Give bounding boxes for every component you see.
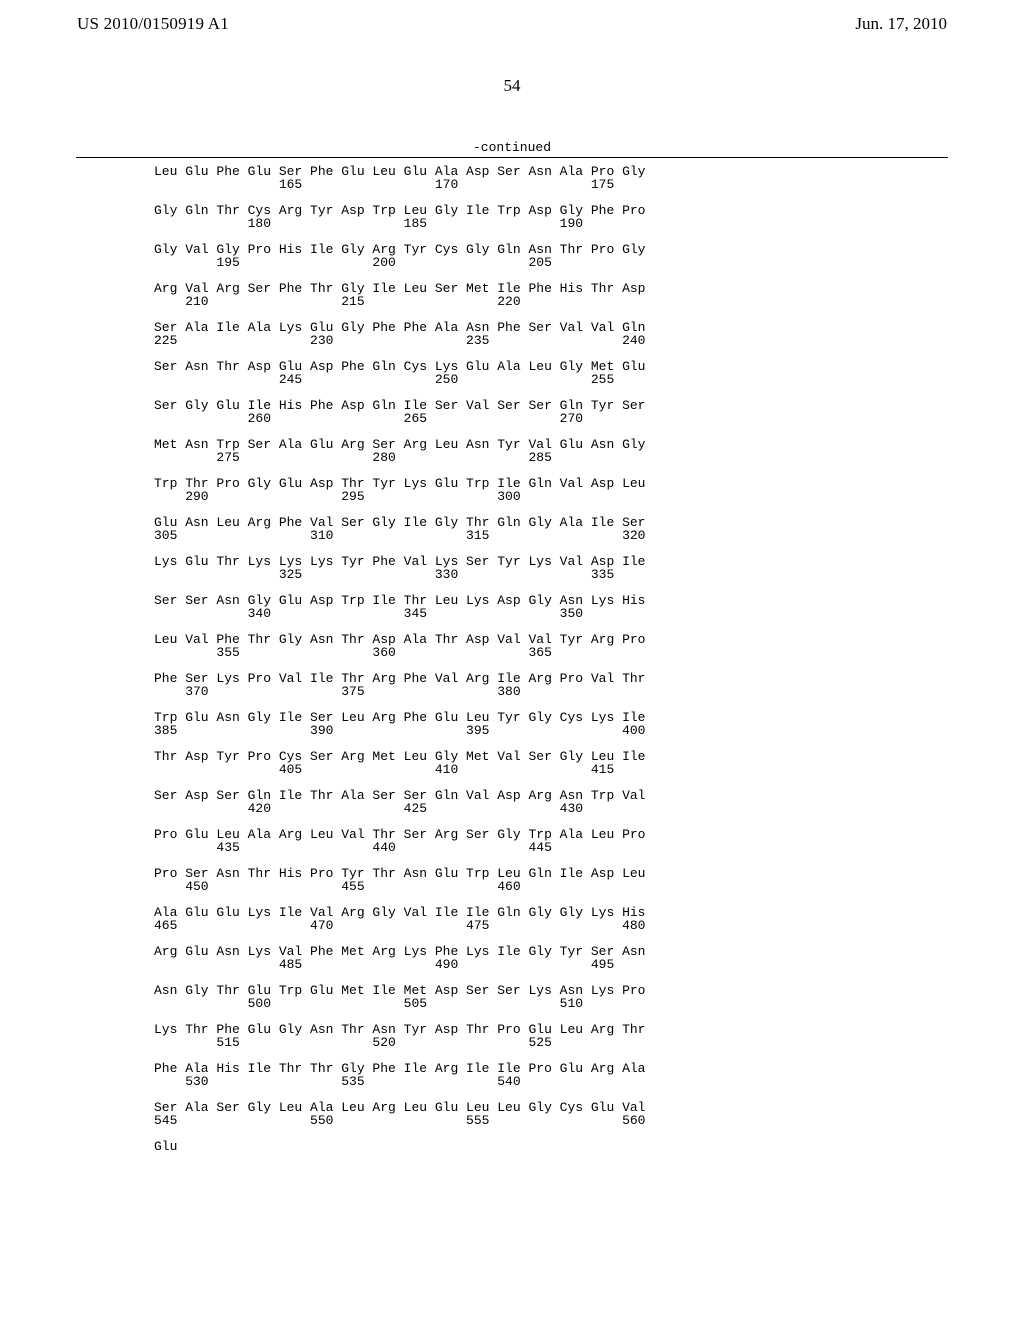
sequence-block: Arg Val Arg Ser Phe Thr Gly Ile Leu Ser … — [154, 282, 1024, 308]
sequence-block: Gly Val Gly Pro His Ile Gly Arg Tyr Cys … — [154, 243, 1024, 269]
sequence-block: Trp Thr Pro Gly Glu Asp Thr Tyr Lys Glu … — [154, 477, 1024, 503]
sequence-block: Arg Glu Asn Lys Val Phe Met Arg Lys Phe … — [154, 945, 1024, 971]
sequence-block: Lys Thr Phe Glu Gly Asn Thr Asn Tyr Asp … — [154, 1023, 1024, 1049]
sequence-block: Ser Ala Ser Gly Leu Ala Leu Arg Leu Glu … — [154, 1101, 1024, 1127]
sequence-block: Lys Glu Thr Lys Lys Lys Tyr Phe Val Lys … — [154, 555, 1024, 581]
sequence-block: Glu — [154, 1140, 1024, 1153]
sequence-block: Gly Gln Thr Cys Arg Tyr Asp Trp Leu Gly … — [154, 204, 1024, 230]
sequence-block: Ala Glu Glu Lys Ile Val Arg Gly Val Ile … — [154, 906, 1024, 932]
sequence-block: Pro Ser Asn Thr His Pro Tyr Thr Asn Glu … — [154, 867, 1024, 893]
sequence-block: Asn Gly Thr Glu Trp Glu Met Ile Met Asp … — [154, 984, 1024, 1010]
sequence-block: Pro Glu Leu Ala Arg Leu Val Thr Ser Arg … — [154, 828, 1024, 854]
continued-label: -continued — [0, 140, 1024, 155]
sequence-block: Ser Ser Asn Gly Glu Asp Trp Ile Thr Leu … — [154, 594, 1024, 620]
sequence-block: Phe Ala His Ile Thr Thr Gly Phe Ile Arg … — [154, 1062, 1024, 1088]
sequence-block: Ser Asn Thr Asp Glu Asp Phe Gln Cys Lys … — [154, 360, 1024, 386]
sequence-block: Met Asn Trp Ser Ala Glu Arg Ser Arg Leu … — [154, 438, 1024, 464]
sequence-listing: Leu Glu Phe Glu Ser Phe Glu Leu Glu Ala … — [0, 158, 1024, 1153]
page-header: US 2010/0150919 A1 Jun. 17, 2010 — [0, 0, 1024, 46]
page-number: 54 — [0, 76, 1024, 96]
sequence-block: Glu Asn Leu Arg Phe Val Ser Gly Ile Gly … — [154, 516, 1024, 542]
sequence-block: Trp Glu Asn Gly Ile Ser Leu Arg Phe Glu … — [154, 711, 1024, 737]
sequence-block: Leu Glu Phe Glu Ser Phe Glu Leu Glu Ala … — [154, 165, 1024, 191]
sequence-block: Ser Asp Ser Gln Ile Thr Ala Ser Ser Gln … — [154, 789, 1024, 815]
sequence-block: Thr Asp Tyr Pro Cys Ser Arg Met Leu Gly … — [154, 750, 1024, 776]
publication-date: Jun. 17, 2010 — [855, 14, 947, 34]
sequence-block: Phe Ser Lys Pro Val Ile Thr Arg Phe Val … — [154, 672, 1024, 698]
publication-number: US 2010/0150919 A1 — [77, 14, 229, 34]
sequence-block: Leu Val Phe Thr Gly Asn Thr Asp Ala Thr … — [154, 633, 1024, 659]
sequence-block: Ser Gly Glu Ile His Phe Asp Gln Ile Ser … — [154, 399, 1024, 425]
sequence-block: Ser Ala Ile Ala Lys Glu Gly Phe Phe Ala … — [154, 321, 1024, 347]
